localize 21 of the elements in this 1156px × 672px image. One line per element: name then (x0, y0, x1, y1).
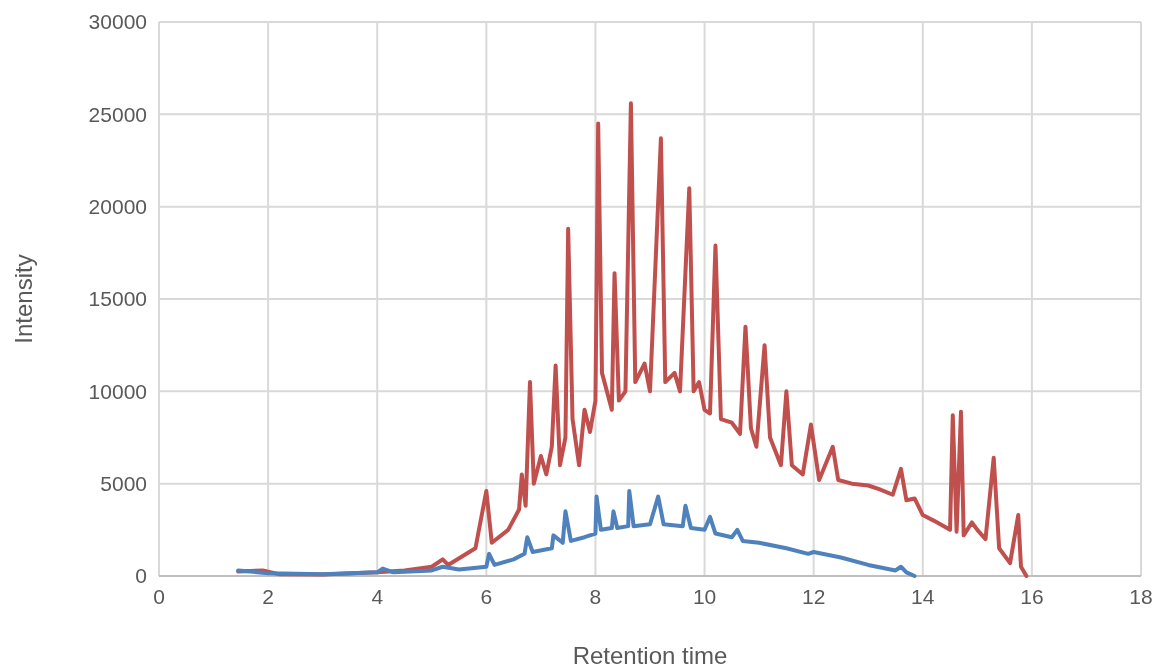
x-tick-label: 4 (371, 585, 384, 608)
x-tick-label: 10 (692, 585, 717, 608)
line-series (236, 101, 1029, 578)
x-tick-label: 12 (801, 585, 826, 608)
line-series (236, 489, 917, 578)
x-tick-label: 18 (1129, 585, 1153, 608)
x-tick-label: 16 (1020, 585, 1044, 608)
y-tick-label: 0 (135, 564, 147, 588)
x-tick-label: 14 (911, 585, 935, 608)
x-tick-label: 2 (262, 585, 274, 608)
x-tick-label: 0 (153, 585, 165, 608)
y-axis-title: Intensity (10, 254, 37, 344)
y-tick-label: 20000 (88, 195, 147, 219)
y-tick-label: 10000 (88, 379, 147, 403)
y-tick-label: 5000 (100, 472, 147, 496)
x-axis-title: Retention time (572, 642, 728, 669)
y-tick-label: 25000 (88, 102, 147, 126)
x-tick-label: 8 (589, 585, 602, 608)
y-tick-label: 30000 (88, 10, 147, 34)
y-tick-label: 15000 (88, 287, 147, 311)
x-tick-label: 6 (480, 585, 493, 608)
